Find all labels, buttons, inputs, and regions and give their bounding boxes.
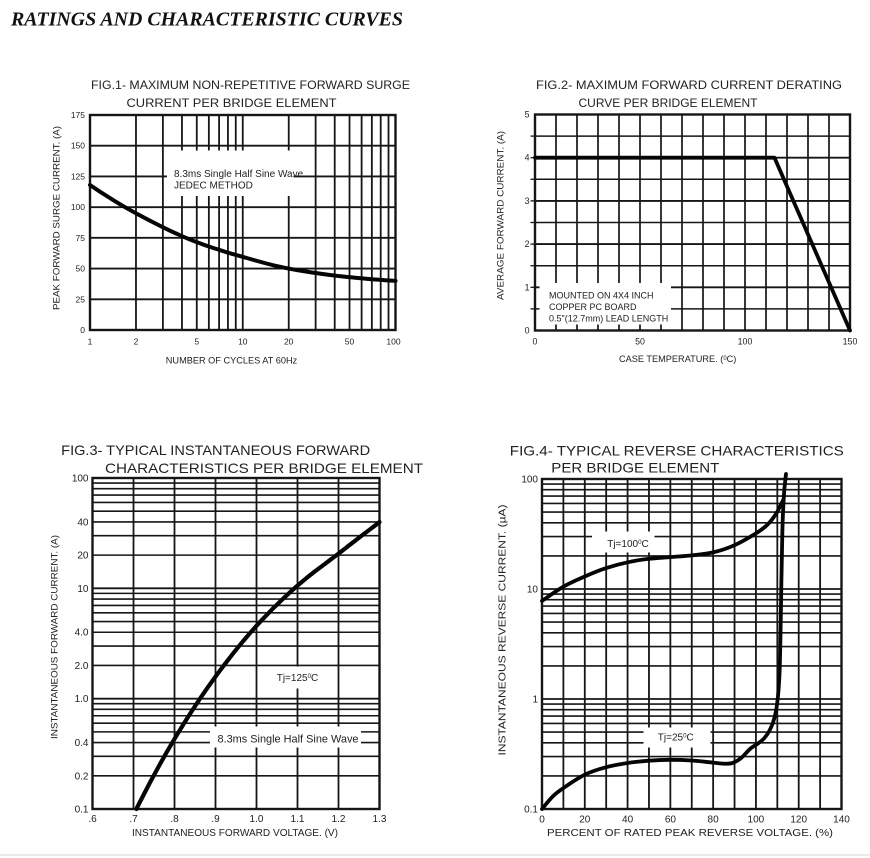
svg-text:FIG.3- TYPICAL INSTANTANEOUS F: FIG.3- TYPICAL INSTANTANEOUS FORWARD [61, 443, 370, 458]
svg-text:25: 25 [76, 294, 86, 304]
svg-text:100: 100 [738, 337, 753, 347]
svg-text:75: 75 [76, 233, 86, 243]
svg-text:PEAK FORWARD SURGE CURRENT. (A: PEAK FORWARD SURGE CURRENT. (A) [52, 126, 62, 310]
svg-text:.6: .6 [88, 814, 97, 825]
svg-text:.9: .9 [211, 814, 220, 825]
svg-text:FIG.4- TYPICAL REVERSE CHARACT: FIG.4- TYPICAL REVERSE CHARACTERISTICS [510, 444, 844, 459]
svg-text:INSTANTANEOUS REVERSE CURRENT.: INSTANTANEOUS REVERSE CURRENT. (µA) [498, 505, 509, 756]
svg-text:AVERAGE FORWARD CURRENT. (A): AVERAGE FORWARD CURRENT. (A) [496, 131, 506, 300]
svg-text:10: 10 [77, 584, 89, 595]
svg-text:1.2: 1.2 [332, 814, 346, 825]
svg-text:40: 40 [77, 517, 89, 528]
svg-text:1.0: 1.0 [250, 814, 264, 825]
svg-text:1: 1 [88, 337, 93, 347]
svg-text:FIG.2- MAXIMUM FORWARD CURRENT: FIG.2- MAXIMUM FORWARD CURRENT DERATING [536, 78, 842, 92]
svg-text:NUMBER OF CYCLES AT 60Hz: NUMBER OF CYCLES AT 60Hz [166, 356, 298, 366]
svg-text:0: 0 [525, 326, 530, 336]
svg-text:1: 1 [525, 282, 530, 292]
svg-text:INSTANTANEOUS FORWARD CURRENT.: INSTANTANEOUS FORWARD CURRENT. (A) [50, 535, 61, 739]
svg-text:100: 100 [748, 815, 765, 826]
svg-text:COPPER PC BOARD: COPPER PC BOARD [549, 302, 637, 312]
svg-text:120: 120 [790, 815, 807, 826]
svg-text:0.1: 0.1 [75, 805, 89, 816]
svg-text:50: 50 [345, 337, 355, 347]
svg-text:4.0: 4.0 [75, 628, 89, 639]
svg-text:0.2: 0.2 [75, 771, 89, 782]
svg-text:1: 1 [532, 695, 538, 706]
svg-text:2.0: 2.0 [75, 661, 89, 672]
svg-text:RATINGS AND CHARACTERISTIC CUR: RATINGS AND CHARACTERISTIC CURVES [10, 9, 403, 31]
svg-text:CURVE PER BRIDGE ELEMENT: CURVE PER BRIDGE ELEMENT [579, 96, 759, 110]
svg-text:150: 150 [843, 337, 858, 347]
svg-text:60: 60 [665, 815, 677, 826]
svg-text:2: 2 [134, 337, 139, 347]
svg-text:2: 2 [525, 239, 530, 249]
svg-text:0.4: 0.4 [75, 738, 89, 749]
svg-text:8.3ms Single Half Sine Wave: 8.3ms Single Half Sine Wave [218, 733, 359, 745]
svg-text:100: 100 [521, 475, 538, 486]
svg-text:125: 125 [71, 171, 85, 181]
svg-text:5: 5 [194, 337, 199, 347]
svg-text:INSTANTANEOUS FORWARD VOLTAGE.: INSTANTANEOUS FORWARD VOLTAGE. (V) [132, 828, 338, 839]
svg-text:.7: .7 [129, 814, 138, 825]
svg-text:CURRENT PER BRIDGE ELEMENT: CURRENT PER BRIDGE ELEMENT [127, 96, 338, 110]
svg-text:.8: .8 [170, 814, 179, 825]
svg-text:10: 10 [238, 337, 248, 347]
svg-text:PER BRIDGE ELEMENT: PER BRIDGE ELEMENT [551, 461, 720, 476]
svg-text:Tj=1250C: Tj=1250C [277, 673, 319, 684]
svg-text:3: 3 [525, 196, 530, 206]
svg-text:1.3: 1.3 [373, 814, 387, 825]
svg-text:0.1: 0.1 [524, 805, 538, 816]
svg-text:20: 20 [579, 815, 591, 826]
svg-text:0.5"(12.7mm) LEAD LENGTH: 0.5"(12.7mm) LEAD LENGTH [549, 314, 668, 324]
svg-text:10: 10 [527, 585, 539, 596]
svg-text:150: 150 [71, 141, 85, 151]
svg-text:80: 80 [708, 815, 720, 826]
svg-text:0: 0 [80, 325, 85, 335]
svg-text:CHARACTERISTICS PER BRIDGE ELE: CHARACTERISTICS PER BRIDGE ELEMENT [105, 461, 424, 476]
svg-text:100: 100 [72, 474, 89, 485]
svg-text:20: 20 [284, 337, 294, 347]
svg-text:0: 0 [533, 337, 538, 347]
svg-text:50: 50 [76, 264, 86, 274]
svg-text:FIG.1- MAXIMUM NON-REPETITIVE: FIG.1- MAXIMUM NON-REPETITIVE FORWARD SU… [91, 78, 410, 92]
svg-text:4: 4 [525, 153, 530, 163]
svg-text:5: 5 [525, 110, 530, 120]
svg-text:100: 100 [71, 202, 85, 212]
svg-text:MOUNTED ON 4X4 INCH: MOUNTED ON 4X4 INCH [549, 291, 654, 301]
svg-text:40: 40 [622, 815, 634, 826]
svg-text:0: 0 [539, 815, 545, 826]
svg-text:20: 20 [77, 551, 89, 562]
svg-text:CASE TEMPERATURE. (0C): CASE TEMPERATURE. (0C) [619, 354, 736, 364]
svg-text:140: 140 [833, 815, 850, 826]
svg-text:100: 100 [386, 337, 400, 347]
svg-text:PERCENT OF RATED PEAK REVERSE: PERCENT OF RATED PEAK REVERSE VOLTAGE. (… [547, 828, 833, 839]
svg-text:8.3ms Single Half Sine Wave: 8.3ms Single Half Sine Wave [174, 169, 304, 180]
svg-text:1.1: 1.1 [291, 814, 305, 825]
svg-text:50: 50 [635, 337, 645, 347]
svg-text:Tj=250C: Tj=250C [658, 732, 694, 743]
svg-text:175: 175 [71, 110, 85, 120]
svg-text:1.0: 1.0 [75, 694, 89, 705]
svg-text:Tj=1000C: Tj=1000C [607, 539, 649, 550]
svg-text:JEDEC METHOD: JEDEC METHOD [174, 181, 253, 192]
